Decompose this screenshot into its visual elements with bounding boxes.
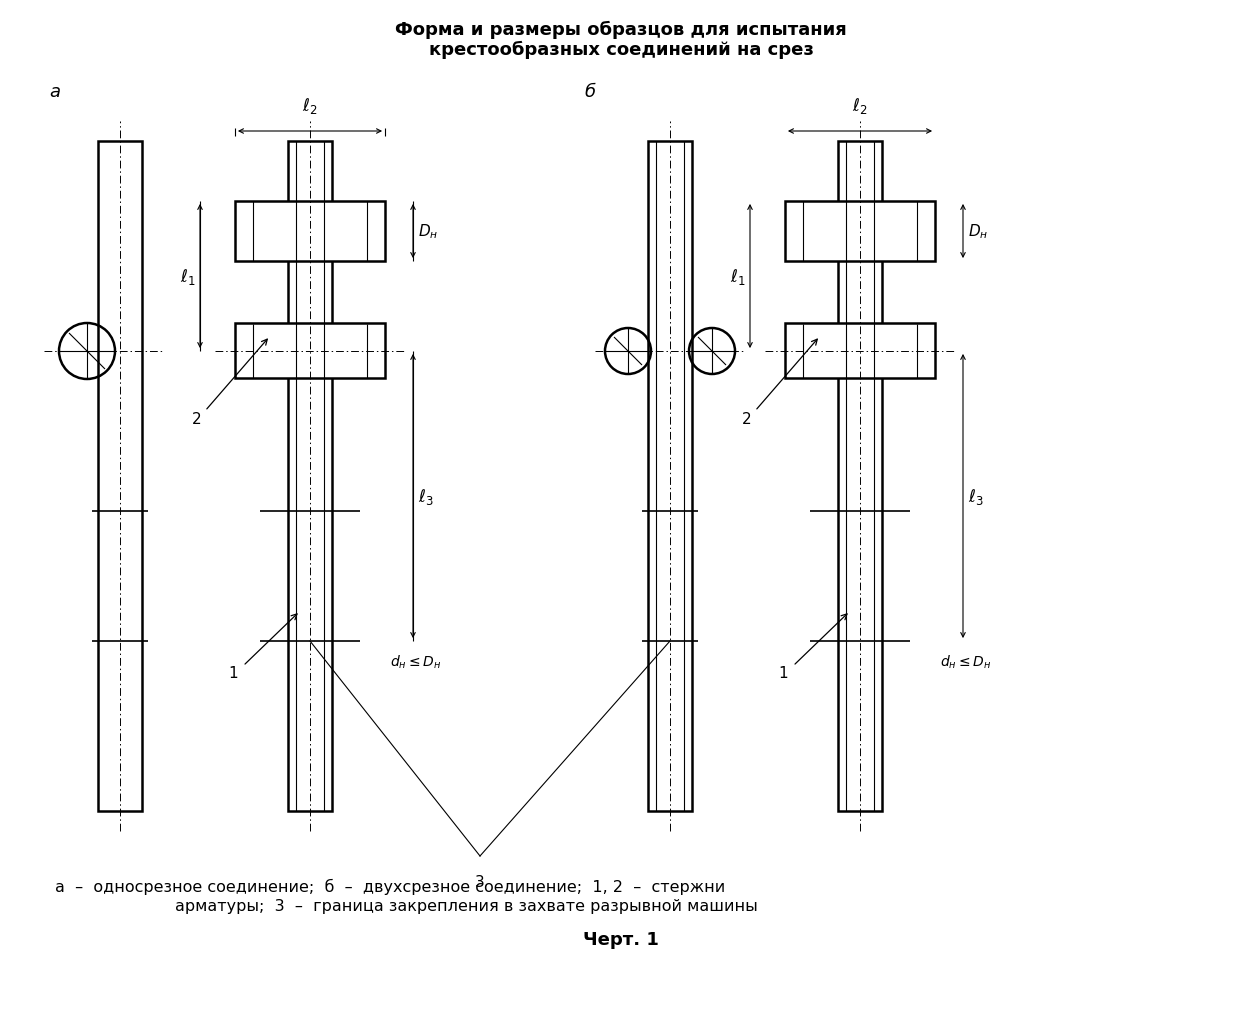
Text: $\ell_3$: $\ell_3$ <box>418 486 434 507</box>
Text: $D_н$: $D_н$ <box>418 222 439 241</box>
Text: а: а <box>50 83 61 101</box>
Text: $\ell_1$: $\ell_1$ <box>730 267 745 287</box>
Bar <box>786 324 935 379</box>
Text: б: б <box>584 83 595 101</box>
Text: Форма и размеры образцов для испытания: Форма и размеры образцов для испытания <box>395 21 846 39</box>
Text: 3: 3 <box>475 875 485 889</box>
Text: $\ell_2$: $\ell_2$ <box>302 96 318 116</box>
Text: 2: 2 <box>193 412 201 427</box>
Text: крестообразных соединений на срез: крестообразных соединений на срез <box>429 40 813 59</box>
Text: $D_н$: $D_н$ <box>968 222 988 241</box>
Bar <box>235 324 385 379</box>
Text: $\ell_2$: $\ell_2$ <box>853 96 868 116</box>
Bar <box>235 202 385 262</box>
Text: 1: 1 <box>229 666 237 680</box>
Text: $d_н{\leq}D_н$: $d_н{\leq}D_н$ <box>940 653 991 670</box>
Text: $\ell_1$: $\ell_1$ <box>179 267 195 287</box>
Bar <box>288 142 332 811</box>
Bar <box>838 142 883 811</box>
Text: 1: 1 <box>778 666 788 680</box>
Text: а  –  односрезное соединение;  б  –  двухсрезное соединение;  1, 2  –  стержни: а – односрезное соединение; б – двухсрез… <box>55 878 725 894</box>
Text: $d_н{\leq}D_н$: $d_н{\leq}D_н$ <box>390 653 441 670</box>
Bar <box>98 142 142 811</box>
Text: $\ell_3$: $\ell_3$ <box>968 486 983 507</box>
Text: 2: 2 <box>742 412 752 427</box>
Bar <box>786 202 935 262</box>
Text: Черт. 1: Черт. 1 <box>583 930 659 948</box>
Text: арматуры;  3  –  граница закрепления в захвате разрывной машины: арматуры; 3 – граница закрепления в захв… <box>175 899 758 914</box>
Bar <box>648 142 692 811</box>
